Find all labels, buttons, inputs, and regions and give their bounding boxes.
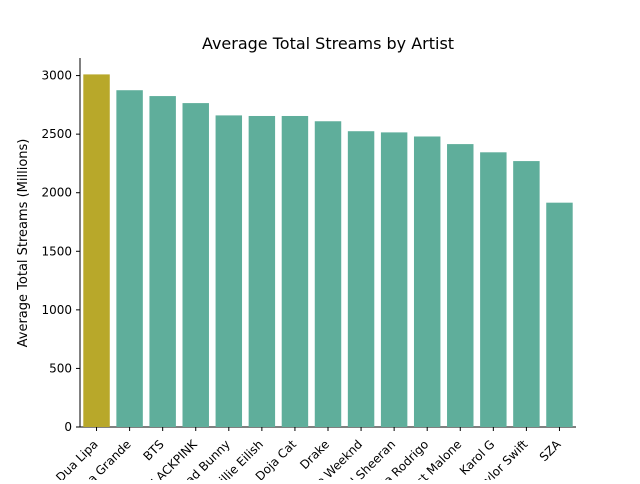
y-tick-label: 3000 (41, 69, 72, 83)
bar (513, 161, 540, 428)
bar (149, 96, 176, 428)
y-tick-label: 0 (64, 420, 72, 434)
bar (347, 131, 375, 427)
bar (248, 115, 276, 427)
bar (447, 144, 474, 427)
bar (215, 115, 243, 428)
bar (83, 74, 110, 428)
bar (182, 103, 209, 427)
y-tick-label: 1000 (41, 303, 72, 317)
x-tick-label: SZA (537, 437, 564, 464)
bars-group (83, 74, 573, 428)
y-tick-label: 500 (49, 361, 72, 375)
chart-title: Average Total Streams by Artist (202, 34, 454, 53)
bar (314, 121, 342, 427)
y-tick-label: 2000 (41, 186, 72, 200)
bar (380, 132, 408, 427)
y-tick-label: 2500 (41, 127, 72, 141)
bar (281, 115, 309, 427)
bar (413, 136, 441, 427)
y-axis-ticks: 0 500 1000 1500 2000 2500 3000 (41, 69, 80, 434)
bar (116, 90, 143, 427)
y-axis-label: Average Total Streams (Millions) (16, 139, 31, 348)
bar (546, 202, 573, 427)
y-tick-label: 1500 (41, 244, 72, 258)
x-tick-label: BTS (140, 437, 166, 463)
bar (480, 152, 507, 428)
